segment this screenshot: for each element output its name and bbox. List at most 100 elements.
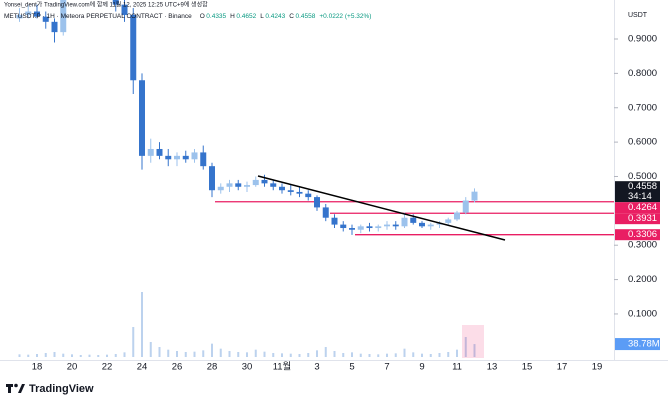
candle-body bbox=[279, 186, 285, 191]
volume-bar bbox=[324, 347, 327, 357]
candle-body bbox=[305, 193, 312, 198]
ohlc-key: L bbox=[260, 13, 264, 20]
plot-area bbox=[16, 0, 614, 357]
volume-bar bbox=[97, 355, 100, 357]
y-tick-label: 0.8000 bbox=[628, 68, 657, 79]
candle-body bbox=[454, 212, 460, 220]
candle-body bbox=[401, 217, 408, 227]
volume-bar bbox=[456, 349, 458, 357]
volume-bar bbox=[447, 352, 450, 357]
candle-body bbox=[25, 11, 32, 15]
volume-bar bbox=[79, 355, 82, 357]
x-tick-label: 19 bbox=[592, 362, 603, 373]
candle-body bbox=[16, 14, 23, 19]
y-tick-label: 0.6000 bbox=[628, 137, 657, 148]
x-tick-label: 11월 bbox=[273, 361, 292, 373]
x-tick-label: 9 bbox=[419, 362, 424, 373]
volume-bar bbox=[44, 353, 47, 357]
volume-bar bbox=[141, 292, 143, 357]
candle-body bbox=[121, 4, 128, 15]
x-tick-label: 3 bbox=[314, 362, 319, 373]
candle-body bbox=[314, 197, 320, 208]
volume-bar bbox=[298, 354, 301, 357]
volume-bar bbox=[368, 354, 371, 357]
x-tick-label: 22 bbox=[102, 362, 113, 373]
volume-label-box bbox=[615, 338, 660, 351]
volume-bar bbox=[359, 353, 362, 357]
volume-bar bbox=[106, 354, 108, 357]
volume-bar bbox=[219, 348, 222, 357]
countdown: 34:14 bbox=[628, 191, 652, 202]
volume-bar bbox=[307, 353, 310, 357]
ohlc-value: 0.4243 bbox=[265, 13, 285, 20]
candle-body bbox=[51, 21, 58, 33]
volume-bar bbox=[228, 351, 231, 357]
volume-bar bbox=[114, 354, 117, 357]
candle-body bbox=[427, 224, 434, 227]
candle-body bbox=[139, 80, 145, 156]
y-tick-label: 0.5000 bbox=[628, 171, 657, 182]
candle-body bbox=[252, 179, 259, 186]
y-tick-label: 0.7000 bbox=[628, 102, 657, 113]
x-tick-label: 26 bbox=[172, 362, 183, 373]
volume-bar bbox=[202, 350, 205, 357]
x-tick-label: 5 bbox=[349, 362, 354, 373]
candle-body bbox=[191, 152, 198, 160]
candle-body bbox=[174, 155, 180, 160]
y-tick-label: 0.1000 bbox=[628, 308, 657, 319]
volume-bar bbox=[333, 351, 336, 357]
candle-body bbox=[226, 183, 233, 187]
candle-body bbox=[462, 200, 469, 213]
candle-body bbox=[156, 148, 163, 156]
trend-line bbox=[257, 175, 506, 241]
volume-bar bbox=[254, 349, 257, 357]
x-tick-label: 17 bbox=[557, 362, 568, 373]
candle-body bbox=[287, 190, 294, 192]
candle-body bbox=[200, 152, 207, 167]
volume-bar bbox=[394, 353, 397, 357]
candle-body bbox=[182, 155, 189, 160]
candle-body bbox=[322, 207, 329, 218]
volume-bar bbox=[211, 343, 213, 357]
candle-body bbox=[366, 226, 373, 229]
x-tick-label: 7 bbox=[384, 362, 389, 373]
ohlc-key: O bbox=[200, 13, 205, 20]
current-price-box bbox=[615, 181, 660, 203]
ohlc-key: H bbox=[230, 13, 235, 20]
level-label: 0.3306 bbox=[628, 229, 657, 240]
volume-bar bbox=[377, 354, 380, 357]
volume-bar bbox=[193, 351, 196, 357]
brand: TradingView bbox=[29, 383, 94, 395]
x-tick-label: 24 bbox=[137, 362, 148, 373]
brand-logo: TradingView bbox=[6, 383, 94, 395]
candle-body bbox=[60, 0, 67, 33]
symbol: METUSDT.P · 1H · Meteora PERPETUAL CONTR… bbox=[4, 13, 192, 20]
candle-body bbox=[349, 228, 355, 230]
volume-bar bbox=[289, 353, 292, 357]
ohlc-value: 0.4558 bbox=[295, 13, 315, 20]
candle-body bbox=[357, 226, 364, 230]
volume-bar bbox=[27, 354, 30, 357]
volume-bar bbox=[438, 353, 441, 357]
x-tick-label: 13 bbox=[487, 362, 498, 373]
volume-bar bbox=[342, 353, 345, 357]
creator-note: Yonsei_dent가 TradingView.com에 함께 11월 12,… bbox=[4, 1, 208, 9]
candle-body bbox=[384, 224, 390, 227]
x-tick-label: 28 bbox=[207, 362, 218, 373]
x-tick-label: 15 bbox=[522, 362, 533, 373]
level-label-box bbox=[615, 213, 660, 225]
chart-title: METUSDT.P · 1H · Meteora PERPETUAL CONTR… bbox=[4, 13, 371, 20]
y-tick-label: 0.9000 bbox=[628, 34, 657, 45]
volume-bar bbox=[351, 352, 353, 357]
volume-bar bbox=[412, 352, 415, 357]
volume-highlight bbox=[462, 325, 484, 358]
x-tick-label: 11 bbox=[452, 362, 462, 373]
y-tick-label: 0.3000 bbox=[628, 240, 657, 251]
volume-bar bbox=[281, 353, 283, 357]
x-tick-label: 20 bbox=[67, 362, 78, 373]
candle-body bbox=[112, 0, 119, 5]
candle-body bbox=[270, 183, 277, 187]
candle-body bbox=[209, 166, 215, 191]
candle-body bbox=[410, 217, 417, 223]
